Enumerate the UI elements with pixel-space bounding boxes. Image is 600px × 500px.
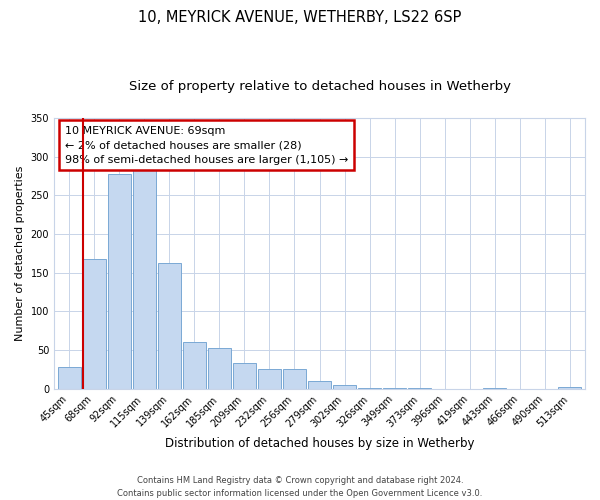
Bar xyxy=(107,174,131,389)
Text: 10, MEYRICK AVENUE, WETHERBY, LS22 6SP: 10, MEYRICK AVENUE, WETHERBY, LS22 6SP xyxy=(139,10,461,25)
Bar xyxy=(83,259,106,389)
Bar xyxy=(58,367,80,389)
Bar xyxy=(484,388,506,389)
Text: Contains HM Land Registry data © Crown copyright and database right 2024.
Contai: Contains HM Land Registry data © Crown c… xyxy=(118,476,482,498)
Bar xyxy=(408,388,431,389)
Bar xyxy=(233,364,256,389)
Bar xyxy=(559,386,581,389)
Bar xyxy=(158,264,181,389)
Bar xyxy=(333,385,356,389)
Bar xyxy=(308,381,331,389)
X-axis label: Distribution of detached houses by size in Wetherby: Distribution of detached houses by size … xyxy=(165,437,474,450)
Bar xyxy=(258,369,281,389)
Bar xyxy=(358,388,381,389)
Title: Size of property relative to detached houses in Wetherby: Size of property relative to detached ho… xyxy=(128,80,511,93)
Bar xyxy=(283,369,306,389)
Text: 10 MEYRICK AVENUE: 69sqm
← 2% of detached houses are smaller (28)
98% of semi-de: 10 MEYRICK AVENUE: 69sqm ← 2% of detache… xyxy=(65,126,348,164)
Bar xyxy=(208,348,231,389)
Y-axis label: Number of detached properties: Number of detached properties xyxy=(15,166,25,341)
Bar xyxy=(133,164,156,389)
Bar xyxy=(383,388,406,389)
Bar xyxy=(183,342,206,389)
